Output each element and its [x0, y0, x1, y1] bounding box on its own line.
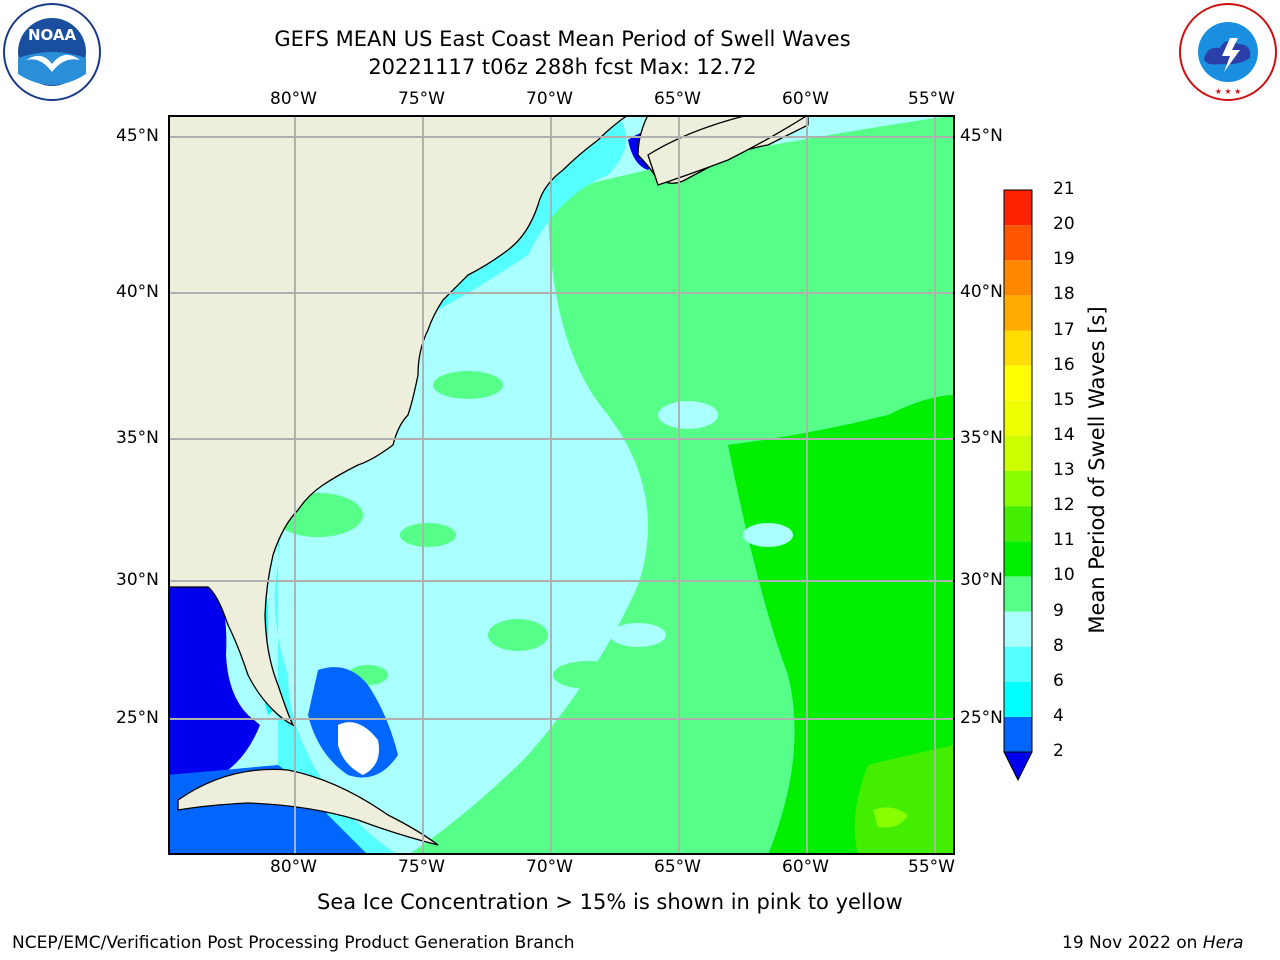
colorbar-title: Mean Period of Swell Waves [s]	[1085, 306, 1109, 634]
colorbar-swatch	[1004, 190, 1032, 226]
colorbar-tick-label: 2	[1053, 741, 1064, 761]
colorbar-swatch	[1004, 330, 1032, 366]
colorbar-tick-label: 18	[1053, 284, 1075, 305]
lon-label-bottom: 75°W	[398, 857, 445, 877]
lat-label-left: 35°N	[116, 428, 159, 448]
colorbar-frame	[1003, 189, 1033, 753]
swell-period-map	[168, 115, 955, 855]
colorbar-tick-label: 6	[1053, 670, 1064, 691]
lon-label-bottom: 70°W	[526, 857, 573, 877]
lat-label-left: 25°N	[116, 708, 159, 728]
map-subtitle: 20221117 t06z 288h fcst Max: 12.72	[368, 55, 757, 79]
land-nova-scotia	[647, 115, 810, 186]
colorbar-swatch	[1004, 295, 1032, 331]
lat-label-right: 25°N	[960, 708, 1003, 728]
colorbar-swatch	[1004, 506, 1032, 542]
lat-label-left: 30°N	[116, 570, 159, 590]
cyan-patches	[610, 401, 793, 647]
lon-label-bottom: 65°W	[654, 857, 701, 877]
colorbar-swatch	[1004, 471, 1032, 507]
svg-text:★ ★ ★: ★ ★ ★	[1215, 87, 1242, 96]
lat-label-right: 35°N	[960, 428, 1003, 448]
colorbar-tick-label: 16	[1053, 354, 1075, 375]
nws-logo: ★ ★ ★	[1178, 2, 1278, 102]
noaa-logo: NOAA	[2, 2, 102, 102]
sea-ice-caption: Sea Ice Concentration > 15% is shown in …	[317, 890, 903, 914]
lat-label-right: 40°N	[960, 282, 1003, 302]
graticule	[168, 115, 955, 855]
colorbar-tick-label: 21	[1053, 179, 1075, 199]
footer-date: 19 Nov 2022 on Hera	[1062, 933, 1244, 953]
colorbar	[1003, 189, 1033, 782]
colorbar-swatch	[1004, 260, 1032, 296]
field-11-12	[854, 745, 955, 855]
colorbar-swatch	[1004, 400, 1032, 436]
lat-label-left: 45°N	[116, 126, 159, 146]
lat-label-right: 30°N	[960, 570, 1003, 590]
colorbar-tick-label: 15	[1053, 389, 1075, 410]
colorbar-swatch	[1004, 576, 1032, 612]
colorbar-swatch	[1004, 611, 1032, 647]
colorbar-swatch	[1004, 541, 1032, 577]
colorbar-under-extend	[1003, 751, 1033, 782]
lat-label-right: 45°N	[960, 126, 1003, 146]
gulf-low-period	[168, 585, 260, 775]
footer-credit: NCEP/EMC/Verification Post Processing Pr…	[12, 933, 575, 953]
colorbar-swatch	[1004, 716, 1032, 752]
colorbar-swatch	[1004, 681, 1032, 717]
lat-label-left: 40°N	[116, 282, 159, 302]
colorbar-tick-label: 11	[1053, 530, 1075, 551]
colorbar-swatch	[1004, 365, 1032, 401]
colorbar-tick-label: 17	[1053, 319, 1075, 340]
colorbar-tick-label: 14	[1053, 424, 1075, 445]
lon-label-top: 80°W	[270, 89, 317, 109]
lon-label-bottom: 55°W	[908, 857, 955, 877]
footer-host: Hera	[1202, 933, 1244, 953]
lon-label-top: 65°W	[654, 89, 701, 109]
colorbar-tick-label: 12	[1053, 495, 1075, 516]
colorbar-tick-label: 10	[1053, 565, 1075, 586]
svg-text:NOAA: NOAA	[28, 26, 77, 44]
map-frame	[168, 115, 955, 855]
land-cuba	[177, 768, 439, 846]
field-12-13	[873, 807, 908, 828]
map-title: GEFS MEAN US East Coast Mean Period of S…	[274, 27, 851, 51]
lon-label-top: 60°W	[782, 89, 829, 109]
lon-label-top: 70°W	[526, 89, 573, 109]
bahamas-white	[338, 722, 379, 775]
colorbar-swatch	[1004, 225, 1032, 261]
lon-label-top: 55°W	[908, 89, 955, 109]
colorbar-tick-label: 19	[1053, 249, 1075, 270]
lon-label-bottom: 80°W	[270, 857, 317, 877]
field-10-11	[728, 395, 955, 855]
lon-label-top: 75°W	[398, 89, 445, 109]
colorbar-tick-label: 13	[1053, 460, 1075, 480]
colorbar-tick-label: 4	[1053, 705, 1064, 726]
colorbar-swatch	[1004, 435, 1032, 471]
colorbar-tick-label: 8	[1053, 635, 1064, 656]
colorbar-tick-label: 20	[1053, 214, 1075, 235]
lon-label-bottom: 60°W	[782, 857, 829, 877]
colorbar-tick-label: 9	[1053, 600, 1064, 621]
colorbar-swatch	[1004, 646, 1032, 682]
footer-date-text: 19 Nov 2022 on	[1062, 933, 1203, 953]
